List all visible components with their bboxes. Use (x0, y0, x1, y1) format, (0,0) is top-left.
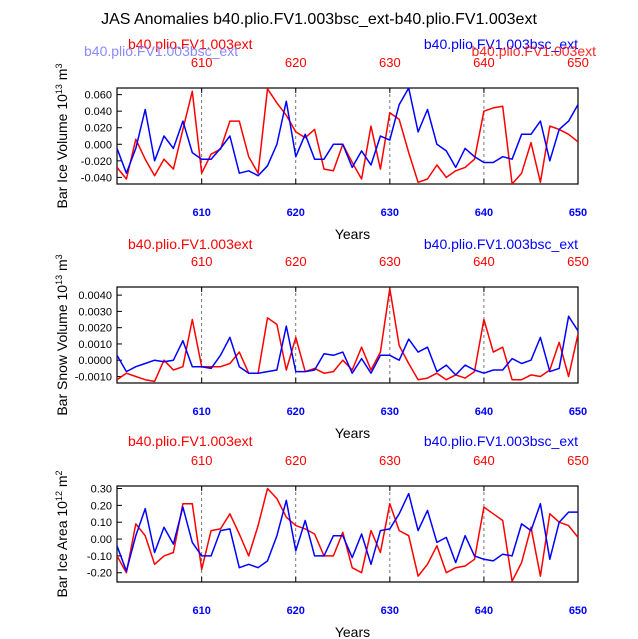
series-line-blue (117, 88, 578, 177)
ytick-label: -0.040 (81, 172, 112, 184)
top-xtick-label: 630 (379, 453, 401, 468)
series-line-red (117, 487, 578, 582)
y-axis-label: Bar Ice Area 1012 m2 (54, 470, 70, 597)
ghost-right-label: b40.plio.FV1.003ext (471, 43, 596, 59)
x-axis-label: Years (335, 226, 370, 242)
chart-panel-ice-volume: b40.plio.FV1.003ext b40.plio.FV1.003bsc_e… (54, 36, 589, 242)
left-series-label: b40.plio.FV1.003ext (128, 36, 253, 52)
ytick-label: -0.10 (87, 551, 112, 563)
ytick-label: 0.30 (91, 484, 112, 496)
bottom-xtick-label: 640 (475, 207, 493, 219)
ytick-label: 0.00 (91, 534, 112, 546)
ytick-label: -0.020 (81, 156, 112, 168)
top-xtick-label: 610 (191, 55, 213, 70)
series-line-blue (117, 492, 578, 572)
bottom-xtick-label: 640 (475, 406, 493, 418)
bottom-xtick-label: 630 (381, 605, 399, 617)
top-xtick-label: 640 (473, 254, 495, 269)
bottom-xtick-label: 640 (475, 605, 493, 617)
right-series-label: b40.plio.FV1.003bsc_ext (424, 433, 578, 449)
ytick-label: 0.0040 (78, 290, 112, 302)
top-xtick-label: 630 (379, 55, 401, 70)
top-xtick-label: 620 (285, 55, 307, 70)
x-axis-label: Years (335, 425, 370, 441)
bottom-xtick-label: 650 (569, 605, 587, 617)
top-xtick-label: 630 (379, 254, 401, 269)
ghost-left-label: b40.plio.FV1.003bsc_ext (84, 43, 238, 59)
x-axis-label: Years (335, 624, 370, 639)
chart-panel-ice-area: b40.plio.FV1.003ext b40.plio.FV1.003bsc_e… (54, 433, 589, 639)
top-xtick-label: 610 (191, 254, 213, 269)
series-line-red (117, 287, 578, 383)
left-series-label: b40.plio.FV1.003ext (128, 236, 253, 252)
plot-frame (116, 87, 579, 185)
ytick-label: 0.20 (91, 500, 112, 512)
series-line-blue (117, 315, 578, 376)
ytick-label: 0.060 (84, 90, 112, 102)
ytick-label: -0.0010 (75, 371, 112, 383)
ytick-label: 0.0030 (78, 306, 112, 318)
bottom-xtick-label: 650 (569, 207, 587, 219)
ytick-label: 0.020 (84, 123, 112, 135)
chart-panel-snow-volume: b40.plio.FV1.003ext b40.plio.FV1.003bsc_e… (54, 236, 589, 441)
top-xtick-label: 620 (285, 453, 307, 468)
right-series-label: b40.plio.FV1.003bsc_ext (424, 236, 578, 252)
ytick-label: 0.0000 (78, 355, 112, 367)
bottom-xtick-label: 650 (569, 406, 587, 418)
plot-frame (116, 485, 579, 583)
bottom-xtick-label: 630 (381, 207, 399, 219)
left-series-label: b40.plio.FV1.003ext (128, 433, 253, 449)
right-series-label: b40.plio.FV1.003bsc_ext (424, 36, 578, 52)
bottom-xtick-label: 630 (381, 406, 399, 418)
top-xtick-label: 640 (473, 453, 495, 468)
y-axis-label: Bar Ice Volume 1013 m3 (54, 64, 70, 209)
top-xtick-label: 650 (567, 55, 589, 70)
bottom-xtick-label: 620 (287, 605, 305, 617)
bottom-xtick-label: 610 (192, 207, 210, 219)
ytick-label: 0.0020 (78, 323, 112, 335)
ytick-label: 0.10 (91, 517, 112, 529)
bottom-xtick-label: 620 (287, 207, 305, 219)
y-axis-label: Bar Snow Volume 1013 m3 (54, 254, 70, 415)
bottom-xtick-label: 610 (192, 406, 210, 418)
panels: b40.plio.FV1.003ext b40.plio.FV1.003bsc_e… (54, 36, 596, 639)
ytick-label: 0.0010 (78, 339, 112, 351)
header-overlap: b40.plio.FV1.003bsc_ext b40.plio.FV1.003e… (84, 43, 596, 59)
top-xtick-label: 650 (567, 453, 589, 468)
ytick-label: 0.040 (84, 106, 112, 118)
top-xtick-label: 640 (473, 55, 495, 70)
bottom-xtick-label: 620 (287, 406, 305, 418)
ytick-label: 0.000 (84, 139, 112, 151)
top-xtick-label: 650 (567, 254, 589, 269)
top-xtick-label: 620 (285, 254, 307, 269)
figure-title: JAS Anomalies b40.plio.FV1.003bsc_ext-b4… (101, 11, 537, 28)
bottom-xtick-label: 610 (192, 605, 210, 617)
top-xtick-label: 610 (191, 453, 213, 468)
series-line-red (117, 88, 578, 184)
ytick-label: -0.20 (87, 568, 112, 580)
